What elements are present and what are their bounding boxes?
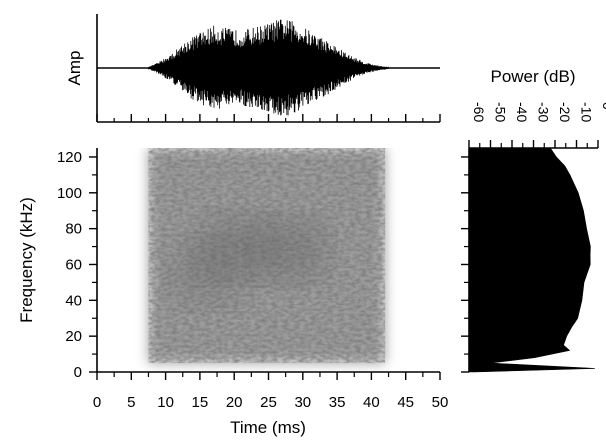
time-tick-label: 10 [157, 394, 174, 411]
spectrogram-y-ticks: 0 20 40 60 80 100 120 [57, 149, 97, 381]
waveform-x-ticks [96, 114, 441, 122]
waveform-panel: Amp [65, 14, 441, 123]
power-tick-label: -40 [514, 102, 530, 122]
frequency-tick-label: 120 [57, 149, 82, 166]
waveform-trace [97, 19, 440, 116]
spectrogram-hotspot [249, 216, 330, 285]
time-tick-label: 40 [363, 394, 380, 411]
time-tick-label: 15 [192, 394, 209, 411]
time-tick-label: 35 [329, 394, 346, 411]
time-tick-label: 45 [397, 394, 414, 411]
frequency-tick-label: 40 [65, 292, 82, 309]
power-spectrum-area [468, 147, 595, 373]
frequency-tick-label: 0 [74, 364, 82, 381]
spectrogram-x-ticks: 0 5 10 15 20 25 30 35 40 45 50 [93, 372, 449, 411]
power-tick-label: 0 [600, 102, 606, 110]
frequency-tick-label: 60 [65, 256, 82, 273]
power-tick-label: -20 [557, 102, 573, 122]
spectrogram-xlabel: Time (ms) [230, 418, 306, 437]
spectrogram-ylabel: Frequency (kHz) [17, 197, 36, 323]
spectrogram-hotspot [166, 239, 247, 308]
frequency-tick-label: 80 [65, 221, 82, 238]
time-tick-label: 50 [432, 394, 449, 411]
power-spectrum-panel: -60 -50 -40 -30 -20 -10 0 Power (dB) [461, 67, 606, 373]
time-tick-label: 20 [226, 394, 243, 411]
spectrogram-hotspots [166, 212, 330, 308]
time-tick-label: 25 [260, 394, 277, 411]
power-tick-label: -30 [536, 102, 552, 122]
power-y-ticks [461, 156, 469, 373]
power-tick-label: -10 [579, 102, 595, 122]
power-tick-label: -50 [493, 102, 509, 122]
power-x-ticks: -60 -50 -40 -30 -20 -10 0 [468, 102, 606, 148]
time-tick-label: 0 [93, 394, 101, 411]
time-tick-label: 5 [127, 394, 135, 411]
frequency-tick-label: 100 [57, 185, 82, 202]
power-title: Power (dB) [490, 67, 575, 86]
frequency-tick-label: 20 [65, 328, 82, 345]
power-tick-label: -60 [471, 102, 487, 122]
spectrogram-panel: 0 5 10 15 20 25 30 35 40 45 50 0 20 40 60 80 100 120 Tim… [17, 148, 448, 437]
waveform-ylabel: Amp [65, 51, 84, 86]
time-tick-label: 30 [294, 394, 311, 411]
